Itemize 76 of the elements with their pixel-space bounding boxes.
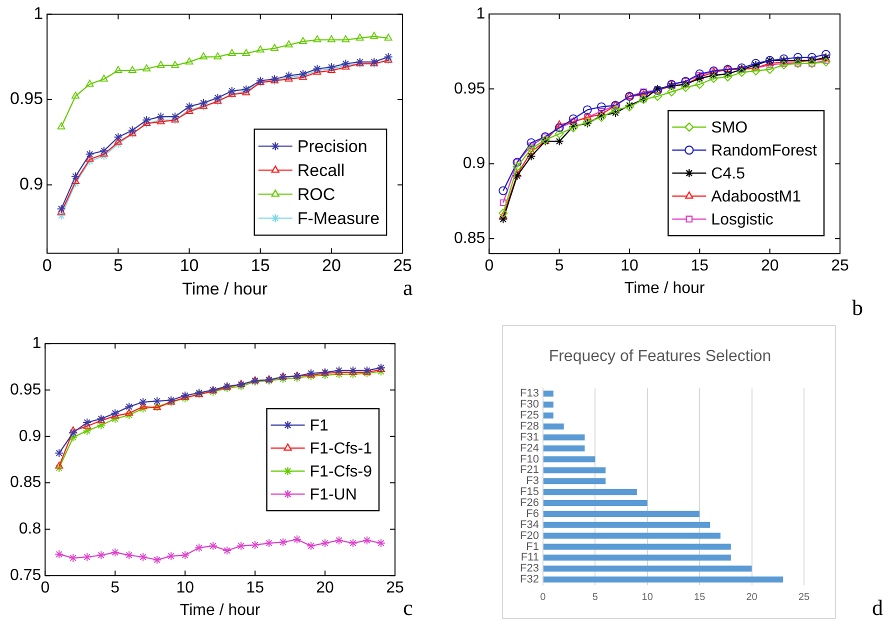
legend-label: Recall — [297, 160, 345, 180]
x-tick-label: 15 — [694, 592, 706, 603]
y-tick-label: 0.9 — [19, 174, 44, 194]
y-tick-label: 0.9 — [18, 428, 42, 445]
y-tick-label: 0.75 — [10, 567, 42, 584]
y-tick-label: 0.85 — [10, 474, 42, 492]
y-tick-label: F31 — [520, 431, 539, 444]
y-tick-label: F25 — [520, 410, 539, 422]
y-tick-label: F11 — [520, 552, 539, 564]
x-tick-label: 10 — [176, 580, 194, 597]
legend-label: RandomForest — [711, 142, 818, 160]
x-axis-title: Time / hour — [180, 602, 261, 619]
y-tick-label: F3 — [526, 475, 539, 488]
x-tick-label: 0 — [540, 592, 546, 603]
legend-label: F1-UN — [310, 486, 357, 504]
y-tick-label: F32 — [520, 574, 539, 586]
x-tick-label: 15 — [250, 256, 270, 276]
y-tick-label: 0.9 — [462, 155, 486, 172]
x-axis-title: Time / hour — [182, 279, 268, 298]
x-tick-label: 0 — [40, 580, 50, 597]
x-tick-label: 5 — [592, 592, 598, 603]
x-tick-label: 15 — [246, 580, 264, 597]
legend-label: F1 — [310, 418, 329, 435]
text: b — [852, 295, 863, 321]
x-tick-label: 25 — [798, 592, 810, 603]
x-tick-label: 20 — [316, 580, 334, 597]
legend-label: AdaboostM1 — [711, 188, 802, 206]
x-tick-label: 15 — [690, 258, 709, 275]
x-tick-label: 20 — [322, 256, 341, 276]
y-tick-label: 0.8 — [18, 520, 42, 538]
y-tick-label: F23 — [520, 562, 539, 575]
legend-label: ROC — [297, 184, 336, 204]
y-tick-label: F15 — [520, 486, 539, 498]
x-tick-label: 0 — [42, 256, 52, 276]
legend-label: F1-Cfs-9 — [310, 464, 372, 481]
y-tick-label: F10 — [520, 453, 539, 466]
y-tick-label: F28 — [520, 420, 539, 432]
y-tick-label: F21 — [520, 464, 539, 476]
x-tick-label: 25 — [831, 258, 849, 275]
x-tick-label: 10 — [620, 258, 638, 275]
x-tick-label: 0 — [484, 258, 494, 275]
legend-label: F-Measure — [297, 208, 380, 228]
x-tick-label: 5 — [554, 258, 564, 275]
legend-label: C4.5 — [711, 166, 746, 183]
chart-title: Frequecy of Features Selection — [548, 348, 772, 366]
y-tick-label: F26 — [520, 497, 539, 510]
legend-label: F1-Cfs-1 — [310, 440, 372, 458]
y-tick-label: F30 — [520, 398, 539, 411]
x-tick-label: 5 — [113, 256, 123, 276]
y-tick-label: F20 — [520, 530, 539, 542]
y-tick-label: F6 — [526, 508, 539, 520]
y-tick-label: 0.95 — [10, 89, 44, 108]
y-tick-label: 1 — [476, 5, 486, 22]
legend-label: Losgistic — [711, 212, 774, 229]
x-tick-label: 10 — [180, 256, 199, 276]
x-tick-label: 25 — [393, 256, 412, 276]
text: c — [403, 595, 413, 621]
y-tick-label: 0.95 — [454, 80, 486, 98]
x-tick-label: 25 — [386, 580, 404, 597]
y-tick-label: F34 — [520, 518, 539, 531]
y-tick-label: 0.85 — [454, 230, 486, 248]
x-tick-label: 5 — [110, 580, 120, 597]
legend-label: SMO — [711, 120, 748, 137]
y-tick-label: 1 — [34, 4, 44, 23]
x-tick-label: 10 — [642, 592, 654, 603]
text: a — [403, 275, 413, 301]
y-tick-label: F24 — [520, 442, 539, 454]
x-tick-label: 20 — [746, 592, 758, 603]
x-tick-label: 20 — [760, 258, 779, 275]
x-axis-title: Time / hour — [624, 280, 706, 297]
y-tick-label: 1 — [32, 335, 42, 352]
y-tick-label: F13 — [520, 388, 539, 400]
y-tick-label: F1 — [526, 540, 539, 553]
legend-label: Precision — [297, 136, 368, 156]
y-tick-label: 0.95 — [10, 381, 42, 398]
text: d — [872, 595, 883, 621]
